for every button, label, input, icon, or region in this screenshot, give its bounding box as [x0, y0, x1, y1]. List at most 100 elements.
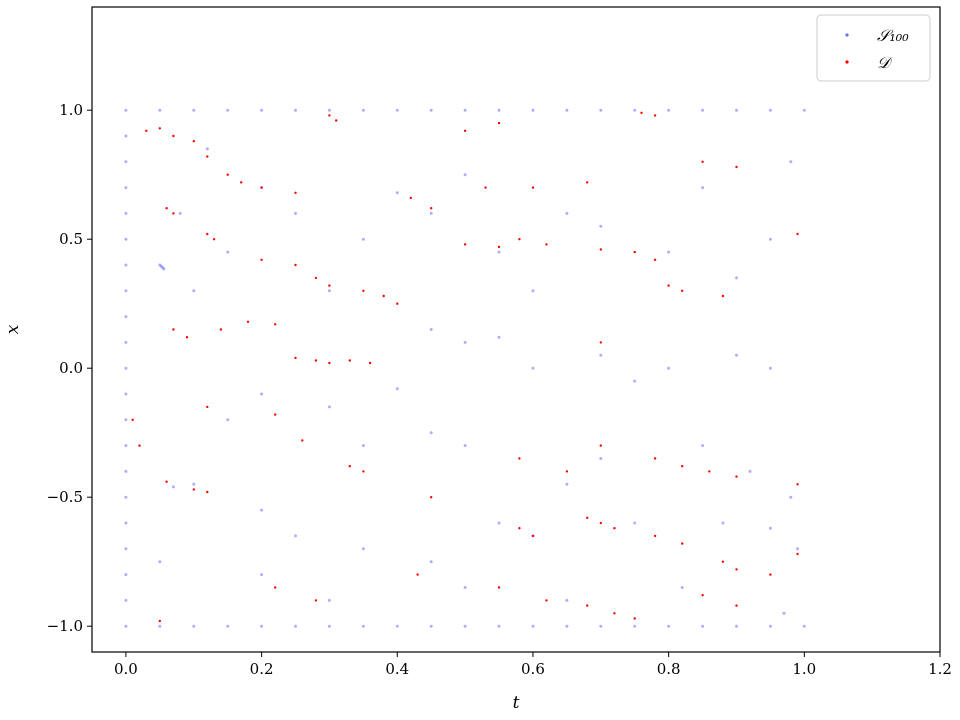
- point-s100: [497, 521, 501, 525]
- point-s100: [463, 586, 467, 589]
- point-d: [172, 328, 175, 331]
- point-d: [409, 196, 412, 200]
- point-d: [484, 186, 487, 189]
- point-s100: [565, 598, 569, 602]
- point-s100: [463, 108, 467, 112]
- point-s100: [294, 624, 297, 628]
- point-s100: [395, 108, 399, 112]
- point-d: [348, 359, 351, 362]
- point-s100: [395, 387, 399, 391]
- point-s100: [429, 560, 433, 564]
- point-s100: [599, 108, 603, 112]
- point-d: [735, 604, 738, 607]
- point-d: [430, 207, 433, 210]
- point-s100: [226, 250, 230, 254]
- point-s100: [124, 521, 128, 525]
- point-d: [599, 248, 602, 251]
- point-d: [206, 490, 209, 494]
- point-d: [294, 191, 297, 194]
- point-d: [681, 465, 684, 468]
- point-s100: [667, 366, 671, 370]
- point-s100: [667, 250, 671, 254]
- point-s100: [294, 211, 297, 215]
- legend-marker-d: [845, 60, 849, 64]
- point-s100: [802, 624, 806, 628]
- legend-label-d: 𝒟: [877, 53, 893, 72]
- point-d: [165, 480, 168, 483]
- point-s100: [124, 289, 128, 293]
- point-s100: [124, 547, 128, 551]
- point-d: [206, 405, 209, 409]
- point-d: [165, 207, 168, 210]
- point-s100: [667, 624, 671, 628]
- point-s100: [463, 444, 467, 448]
- point-s100: [124, 624, 128, 628]
- y-axis: −1.0 −0.5 0.0 0.5 1.0: [47, 101, 92, 635]
- point-s100: [802, 108, 806, 112]
- point-s100: [531, 366, 535, 370]
- point-d: [328, 284, 331, 287]
- point-s100: [361, 624, 365, 628]
- point-d: [769, 573, 772, 576]
- point-d: [735, 475, 738, 478]
- point-s100: [124, 211, 128, 215]
- point-d: [246, 320, 250, 323]
- point-d: [314, 276, 318, 280]
- point-d: [348, 465, 351, 468]
- point-s100: [735, 276, 738, 280]
- point-s100: [680, 586, 684, 589]
- point-s100: [789, 495, 793, 499]
- point-s100: [124, 598, 128, 602]
- point-s100: [701, 186, 705, 190]
- point-s100: [429, 108, 433, 112]
- point-s100: [565, 108, 569, 112]
- point-d: [653, 114, 657, 117]
- legend-label-s100: 𝒮₁₀₀: [877, 26, 909, 45]
- point-s100: [327, 289, 331, 293]
- point-s100: [395, 191, 399, 195]
- point-d: [274, 586, 277, 589]
- point-d: [653, 258, 657, 261]
- point-d: [497, 586, 501, 589]
- point-s100: [162, 267, 166, 271]
- point-s100: [260, 573, 264, 577]
- point-s100: [205, 147, 209, 151]
- y-axis-label: x: [3, 324, 23, 334]
- point-s100: [395, 624, 399, 628]
- point-s100: [124, 469, 128, 473]
- point-s100: [226, 108, 230, 112]
- point-d: [667, 284, 670, 287]
- point-d: [219, 328, 223, 331]
- point-s100: [497, 108, 501, 112]
- point-s100: [429, 328, 433, 331]
- point-d: [335, 119, 338, 122]
- point-s100: [158, 108, 162, 112]
- point-d: [463, 243, 467, 246]
- y-tick-label: 0.0: [59, 359, 83, 377]
- point-d: [274, 323, 277, 326]
- point-d: [701, 160, 704, 163]
- point-s100: [158, 560, 162, 564]
- point-s100: [429, 211, 433, 215]
- point-s100: [768, 624, 772, 628]
- point-s100: [463, 624, 467, 628]
- point-d: [640, 111, 643, 115]
- point-d: [613, 612, 616, 615]
- legend: 𝒮₁₀₀ 𝒟: [816, 14, 931, 82]
- point-d: [314, 359, 318, 362]
- point-s100: [192, 624, 196, 628]
- points-layer: [124, 108, 806, 628]
- point-s100: [565, 624, 569, 628]
- point-s100: [158, 624, 162, 628]
- point-d: [681, 289, 684, 292]
- point-d: [545, 599, 548, 602]
- point-s100: [768, 237, 772, 241]
- point-d: [633, 617, 636, 620]
- point-s100: [260, 392, 264, 396]
- point-d: [328, 361, 331, 365]
- point-s100: [796, 547, 799, 551]
- point-d: [599, 521, 602, 525]
- point-s100: [599, 224, 603, 228]
- point-s100: [768, 526, 772, 530]
